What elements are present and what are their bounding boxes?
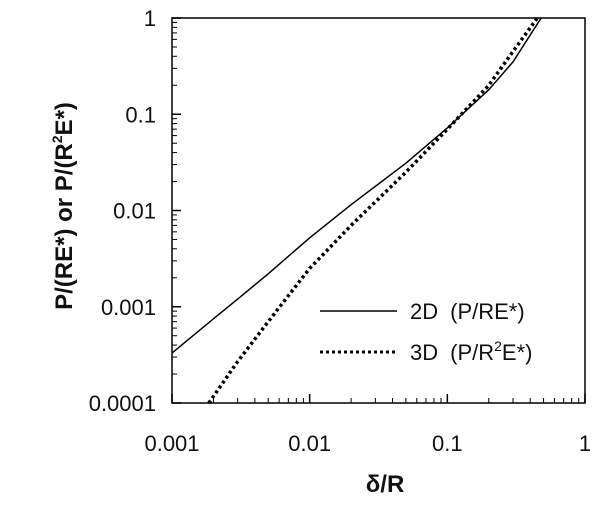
x-axis-title: δ/R [366, 471, 405, 498]
legend-label-3d: 3D (P/R2E*) [410, 338, 532, 365]
y-tick-label: 0.01 [113, 199, 156, 224]
y-axis-title-part-a: P/(RE*) or P/(R [51, 143, 78, 310]
legend-label-2d: 2D (P/RE*) [410, 299, 525, 324]
y-tick-label: 1 [144, 6, 156, 31]
tick-labels: 0.001 0.01 0.1 1 0.0001 0.001 0.01 0.1 1 [89, 6, 591, 456]
tick-marks [171, 17, 586, 404]
x-tick-label: 1 [579, 431, 591, 456]
legend: 2D (P/RE*) 3D (P/R2E*) [320, 299, 532, 365]
x-tick-label: 0.01 [288, 431, 331, 456]
series-2d-line [171, 17, 542, 354]
y-axis-title-part-b: E*) [51, 102, 78, 135]
y-tick-label: 0.001 [101, 295, 156, 320]
y-tick-label: 0.1 [125, 102, 156, 127]
y-axis-title: P/(RE*) or P/(R2E*) [49, 102, 78, 310]
y-tick-label: 0.0001 [89, 391, 156, 416]
x-tick-label: 0.1 [432, 431, 463, 456]
series-layer [171, 16, 542, 405]
y-axis-title-sup: 2 [49, 135, 65, 143]
x-tick-label: 0.001 [144, 431, 199, 456]
series-3d-line [207, 16, 539, 405]
